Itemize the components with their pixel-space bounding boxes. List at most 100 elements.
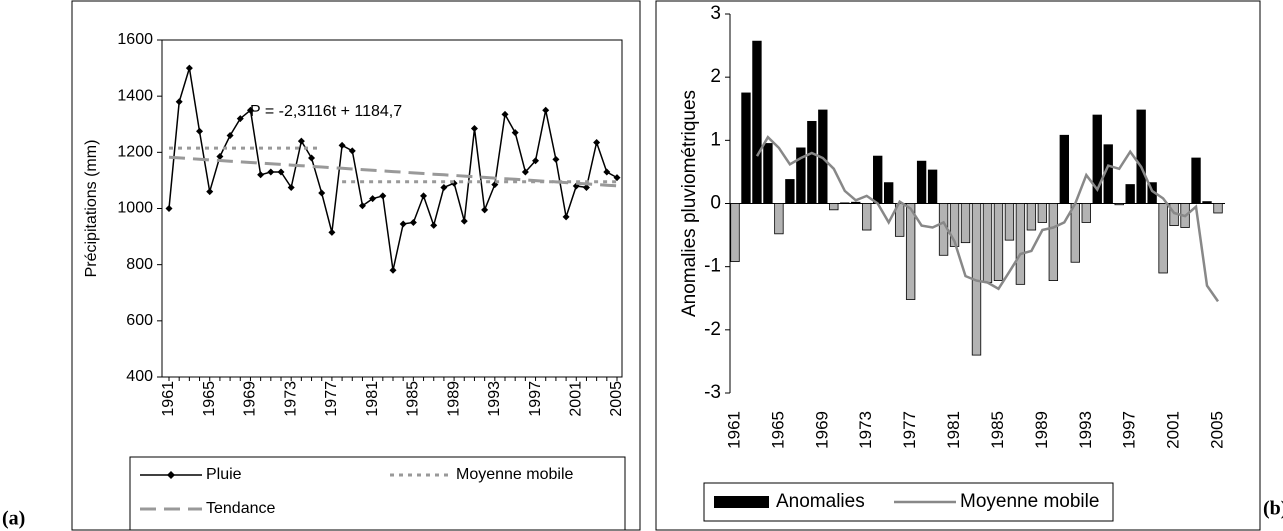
marker [582, 183, 590, 191]
legend-label: Anomalies [776, 491, 865, 512]
marker [552, 155, 560, 163]
bar [1191, 157, 1201, 204]
y-tick-label: 3 [710, 3, 721, 24]
bar [916, 160, 927, 204]
bar [1048, 203, 1059, 281]
marker [501, 110, 509, 118]
marker [521, 168, 529, 176]
bar [1004, 203, 1015, 241]
bar [1037, 203, 1048, 223]
bar [884, 182, 894, 204]
x-tick-label: 1985 [405, 381, 422, 417]
marker [603, 168, 611, 176]
x-tick-label: 1973 [282, 381, 299, 417]
x-tick-label: 1989 [1032, 411, 1051, 449]
marker [379, 192, 387, 200]
marker [216, 153, 224, 161]
x-tick-label: 1969 [812, 411, 831, 449]
x-tick-label: 1993 [1076, 411, 1095, 449]
marker [532, 157, 540, 165]
bar [982, 203, 993, 283]
x-tick-label: 1981 [944, 411, 963, 449]
x-tick-label: 1985 [988, 411, 1007, 449]
series-line [169, 146, 617, 184]
y-tick-label: 600 [126, 312, 153, 329]
x-tick-label: 1997 [527, 381, 544, 417]
bar [1114, 203, 1124, 206]
y-tick-label: 1400 [117, 87, 153, 104]
x-tick-label: 1989 [445, 381, 462, 417]
annotation: P = -2,3116t + 1184,7 [250, 103, 402, 120]
bar [927, 169, 938, 204]
marker [542, 106, 550, 114]
y-tick-label: 1600 [117, 31, 153, 48]
marker [511, 129, 519, 137]
bar [1015, 203, 1026, 285]
y-tick-label: 0 [710, 193, 721, 214]
marker [399, 220, 407, 228]
marker [420, 192, 428, 200]
marker [206, 188, 214, 196]
x-tick-label: 1997 [1120, 411, 1139, 449]
marker [175, 98, 183, 106]
y-tick-label: 800 [126, 256, 153, 273]
bar [763, 143, 773, 204]
bar [785, 179, 795, 204]
bar [905, 203, 916, 300]
y-tick-label: 400 [126, 368, 153, 385]
x-tick-label: 1961 [160, 381, 177, 417]
marker [185, 64, 193, 72]
bar [1059, 134, 1069, 204]
legend-frame [129, 456, 626, 531]
marker [277, 168, 285, 176]
bar [873, 155, 883, 204]
bar [1070, 203, 1080, 263]
marker [389, 266, 397, 274]
series-line [755, 135, 1220, 303]
marker [348, 147, 356, 155]
marker [297, 137, 305, 145]
x-tick-label: 1981 [364, 381, 381, 417]
bar [1158, 203, 1168, 274]
legend-label: Tendance [206, 500, 275, 517]
panel-frame [71, 0, 641, 531]
panel-frame [655, 0, 1261, 531]
y-axis-label: Précipitations (mm) [83, 140, 100, 278]
bar [741, 92, 751, 204]
bar [1026, 203, 1037, 231]
marker [358, 202, 366, 210]
x-tick-label: 1961 [724, 411, 743, 449]
bar [1092, 114, 1102, 204]
x-tick-label: 2005 [1207, 411, 1226, 449]
legend-marker [167, 471, 175, 479]
bar [851, 201, 861, 204]
bar [949, 203, 960, 247]
y-tick-label: -1 [704, 256, 721, 277]
bar [829, 203, 839, 211]
marker [267, 168, 275, 176]
series-line [168, 155, 618, 188]
marker [440, 183, 448, 191]
marker [196, 127, 204, 135]
x-tick-label: 2001 [567, 381, 584, 417]
x-tick-label: 1977 [323, 381, 340, 417]
bar [840, 202, 850, 204]
bar [807, 120, 817, 204]
bar [774, 203, 784, 235]
marker [369, 195, 377, 203]
marker [165, 205, 173, 212]
x-tick-label: 1977 [900, 411, 919, 449]
bar [796, 147, 806, 204]
x-tick-label: 2001 [1164, 411, 1183, 449]
marker [338, 141, 346, 149]
marker [430, 221, 438, 229]
x-tick-label: 1965 [201, 381, 218, 417]
x-tick-label: 1965 [768, 411, 787, 449]
y-tick-label: 1000 [117, 200, 153, 217]
marker [287, 183, 295, 191]
legend-label: Moyenne mobile [960, 491, 1099, 512]
x-tick-label: 1993 [486, 381, 503, 417]
marker [593, 139, 601, 147]
y-tick-label: -2 [704, 319, 721, 340]
